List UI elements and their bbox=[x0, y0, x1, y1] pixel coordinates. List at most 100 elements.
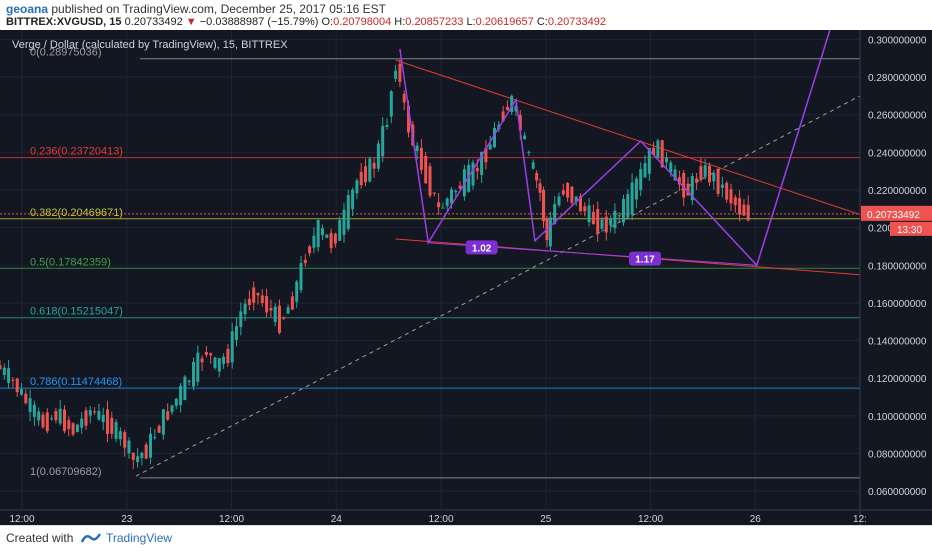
candle-body bbox=[407, 105, 410, 133]
candle-body bbox=[557, 196, 561, 206]
candle-body bbox=[372, 162, 376, 169]
fib-label: 0(0.28975036) bbox=[30, 47, 102, 59]
fibonacci-levels: 0(0.28975036) 0.236(0.23720413) 0.382(0.20… bbox=[0, 47, 860, 479]
price-axis[interactable]: 0.300000000 0.280000000 0.260000000 0.24000… bbox=[859, 30, 932, 525]
candle-body bbox=[278, 305, 281, 333]
y-tick-label: 0.060000000 bbox=[868, 487, 927, 498]
candle-body bbox=[364, 166, 367, 183]
candle-body bbox=[458, 185, 462, 189]
x-tick-label: 12:00 bbox=[9, 514, 34, 525]
candle-body bbox=[673, 169, 677, 181]
candle-body bbox=[325, 234, 329, 238]
candle-body bbox=[720, 184, 724, 188]
candle-body bbox=[93, 411, 97, 413]
candle-body bbox=[484, 148, 488, 163]
y-tick-label: 0.080000000 bbox=[868, 450, 927, 461]
candle-body bbox=[587, 205, 591, 223]
candle-body bbox=[488, 144, 492, 150]
candle-body bbox=[84, 410, 88, 426]
candle-body bbox=[256, 292, 260, 296]
candle-body bbox=[161, 409, 165, 435]
candle-body bbox=[561, 190, 565, 195]
candle-body bbox=[359, 171, 363, 186]
candle-body bbox=[97, 410, 101, 420]
candle-body bbox=[45, 412, 49, 432]
published-text: published on TradingView.com, December 2… bbox=[51, 2, 387, 16]
candle-body bbox=[669, 162, 673, 173]
dashed-trendline bbox=[135, 95, 861, 477]
y-tick-label: 0.240000000 bbox=[868, 148, 927, 159]
candle-body bbox=[247, 298, 251, 306]
author-link[interactable]: geoana bbox=[6, 2, 49, 16]
candle-body bbox=[531, 162, 535, 169]
y-tick-label: 0.280000000 bbox=[868, 73, 927, 84]
candle-body bbox=[643, 163, 647, 178]
fib-label: 0.618(0.15215047) bbox=[30, 306, 123, 318]
candle-body bbox=[570, 186, 574, 203]
candle-body bbox=[660, 140, 664, 168]
pattern-ratio-badge bbox=[465, 240, 498, 255]
candle-body bbox=[131, 452, 135, 460]
symbol-line: BITTREX:XVGUSD, 15 0.20733492 ▼ −0.03888… bbox=[6, 16, 606, 28]
candle-body bbox=[140, 452, 144, 458]
tradingview-brand[interactable]: TradingView bbox=[106, 531, 173, 545]
candle-body bbox=[295, 281, 299, 302]
created-with-text: Created with bbox=[6, 531, 74, 545]
candle-body bbox=[114, 422, 118, 439]
candle-body bbox=[54, 410, 58, 421]
candle-body bbox=[514, 105, 518, 112]
candle-body bbox=[88, 410, 92, 416]
y-tick-label: 0.220000000 bbox=[868, 186, 927, 197]
candle-body bbox=[600, 219, 604, 229]
y-tick-label: 0.300000000 bbox=[868, 35, 927, 46]
candle-body bbox=[149, 433, 152, 458]
candle-body bbox=[196, 352, 200, 382]
candle-body bbox=[368, 158, 372, 182]
high-value: 0.20857233 bbox=[405, 16, 464, 28]
candle-body bbox=[656, 140, 660, 158]
candle-body bbox=[725, 182, 729, 200]
candle-body bbox=[63, 409, 66, 432]
candle-body bbox=[501, 111, 505, 122]
time-axis[interactable]: 12:00 23 12:00 24 12:00 25 12:00 26 12: bbox=[0, 509, 932, 525]
candle-body bbox=[523, 135, 527, 140]
candle-body bbox=[308, 246, 312, 254]
candle-body bbox=[617, 215, 621, 217]
candle-body bbox=[183, 376, 187, 401]
candle-body bbox=[542, 189, 546, 222]
candle-body bbox=[376, 143, 380, 169]
candle-body bbox=[136, 456, 140, 463]
candle-body bbox=[622, 198, 625, 223]
y-tick-label: 0.120000000 bbox=[868, 374, 927, 385]
candle-body bbox=[0, 365, 2, 370]
price-chart[interactable]: 0(0.28975036) 0.236(0.23720413) 0.382(0.20… bbox=[0, 29, 932, 525]
x-tick-label: 12:00 bbox=[638, 514, 663, 525]
candle-body bbox=[67, 420, 71, 430]
candle-body bbox=[209, 353, 213, 356]
close-label: C: bbox=[536, 16, 548, 28]
candle-body bbox=[626, 193, 630, 218]
y-tick-label: 0.180000000 bbox=[868, 261, 927, 272]
symbol-name: BITTREX:XVGUSD, 15 bbox=[6, 16, 122, 28]
candle-body bbox=[583, 206, 587, 212]
candle-body bbox=[630, 182, 634, 215]
candle-body bbox=[424, 156, 428, 184]
price-change: −0.03888987 (−15.79%) bbox=[199, 16, 319, 28]
candle-body bbox=[609, 218, 613, 226]
candle-body bbox=[316, 220, 320, 248]
candle-body bbox=[712, 173, 716, 182]
candle-body bbox=[665, 157, 668, 163]
candle-body bbox=[475, 167, 479, 172]
candle-body bbox=[538, 183, 542, 193]
pattern-ratio-badge bbox=[629, 251, 661, 266]
candle-body bbox=[252, 287, 256, 303]
candle-body bbox=[652, 147, 656, 156]
candle-body bbox=[273, 306, 277, 322]
x-tick-label: 26 bbox=[750, 514, 762, 525]
candle-body bbox=[535, 173, 539, 181]
candle-body bbox=[32, 404, 36, 417]
chart-area[interactable]: 0(0.28975036) 0.236(0.23720413) 0.382(0.20… bbox=[0, 29, 932, 525]
candle-body bbox=[157, 425, 161, 433]
close-value: 0.20733492 bbox=[547, 16, 606, 28]
candle-body bbox=[742, 204, 746, 216]
